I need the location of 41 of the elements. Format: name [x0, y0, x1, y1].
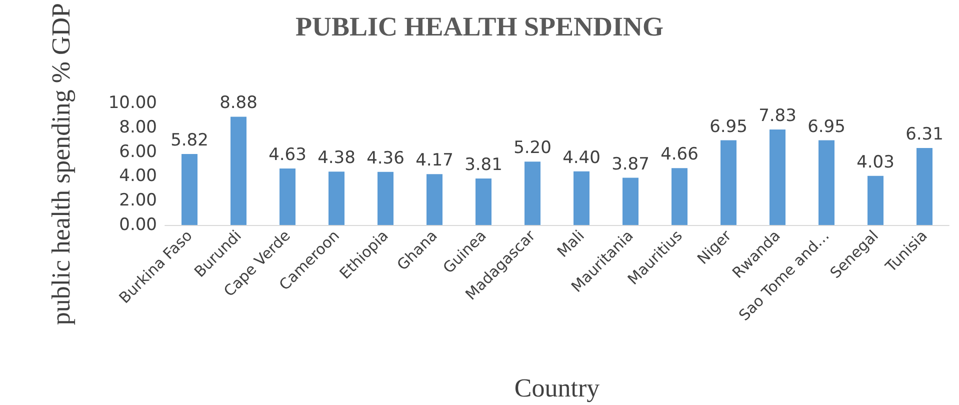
x-axis-title: Country [514, 374, 600, 402]
data-label: 4.36 [366, 148, 404, 168]
data-label: 4.66 [660, 144, 698, 165]
y-tick-label: 8.00 [119, 117, 157, 138]
bar [280, 168, 296, 225]
y-tick-label: 6.00 [119, 142, 157, 162]
bar [672, 168, 688, 225]
y-tick-label: 10.00 [108, 93, 157, 114]
bar [868, 176, 884, 225]
bar [328, 172, 344, 225]
bar [230, 116, 246, 225]
bar [574, 171, 590, 225]
bar [182, 154, 198, 225]
bar [378, 172, 394, 225]
chart-title: PUBLIC HEALTH SPENDING [295, 12, 664, 42]
data-label: 3.81 [464, 155, 502, 176]
y-tick-label: 4.00 [119, 166, 157, 186]
bar [426, 174, 442, 225]
bar [818, 140, 834, 225]
data-label: 4.03 [856, 152, 894, 172]
y-axis-title: public health spending % GDP [46, 2, 76, 326]
data-label: 6.95 [710, 116, 748, 137]
bar [720, 140, 736, 225]
data-label: 6.31 [906, 124, 944, 145]
data-label: 3.87 [612, 154, 650, 174]
data-label: 4.40 [562, 148, 600, 168]
bar [622, 178, 638, 225]
bar [770, 130, 786, 225]
data-label: 5.20 [514, 138, 552, 158]
data-label: 4.38 [318, 148, 356, 168]
data-label: 4.63 [268, 145, 306, 166]
y-tick-label: 2.00 [119, 190, 157, 211]
data-label: 4.17 [416, 150, 454, 171]
data-label: 8.88 [220, 93, 258, 114]
y-tick-label: 0.00 [119, 215, 157, 235]
bar [524, 162, 540, 225]
data-label: 6.95 [808, 116, 846, 137]
data-label: 5.82 [170, 130, 208, 151]
bar [916, 148, 932, 225]
bar [476, 178, 492, 225]
data-label: 7.83 [758, 106, 796, 126]
